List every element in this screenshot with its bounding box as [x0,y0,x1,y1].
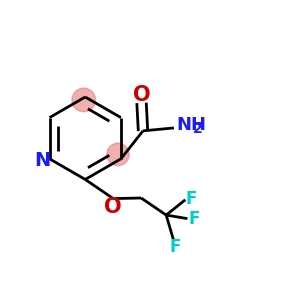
Text: F: F [169,238,180,256]
Text: F: F [185,190,197,208]
Circle shape [72,88,95,112]
Text: O: O [104,196,122,217]
Circle shape [107,143,129,166]
Text: NH: NH [176,116,206,134]
Text: N: N [34,151,50,170]
Text: 2: 2 [193,122,202,136]
Text: O: O [133,85,150,105]
Text: F: F [188,210,200,228]
